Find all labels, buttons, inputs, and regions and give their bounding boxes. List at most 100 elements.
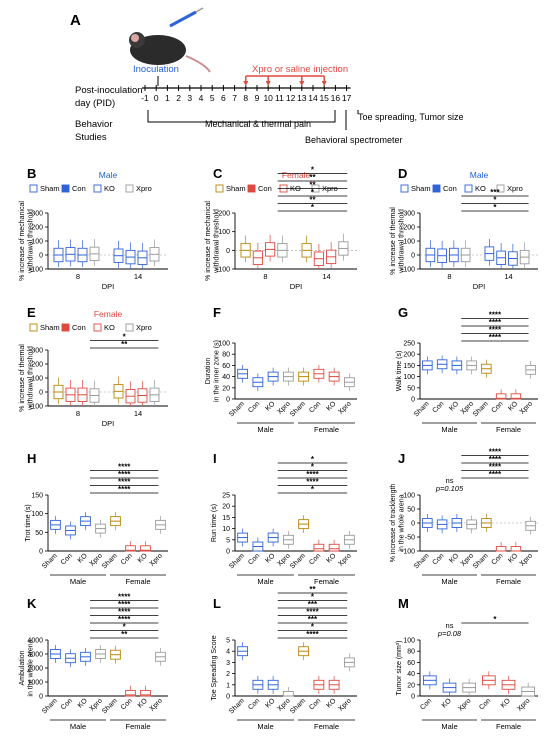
y-tick-label: -100 [29, 404, 43, 411]
y-axis-label: Ambulation in the whole arena [19, 639, 35, 696]
group-label-male: Male [70, 722, 86, 731]
legend-swatch [93, 184, 102, 193]
y-tick-label: 0 [411, 397, 415, 404]
panel-label: K [27, 596, 37, 611]
group-label-male: Male [70, 577, 86, 586]
x-tick-label: Xpro [516, 697, 531, 712]
y-tick-label: 60 [222, 363, 230, 370]
x-tick-label: Sham [101, 697, 119, 715]
x-tick-label: Sham [472, 552, 490, 570]
injection-arrows [243, 75, 327, 86]
group-label-female: Female [314, 577, 339, 586]
x-tick-label: Sham [41, 552, 59, 570]
y-axis-label: Walk time (s) [396, 351, 403, 392]
significance-label: *** [308, 600, 318, 609]
y-tick-label: 100 [218, 229, 230, 236]
timeline-panel: A Post-inoculation day (PID) Behavior St… [70, 7, 464, 145]
box [510, 546, 522, 552]
x-tick-label: Xpro [149, 552, 164, 567]
y-tick-label: 250 [403, 341, 415, 348]
inoculation-label: Inoculation [133, 64, 179, 75]
x-tick-label: Sham [413, 400, 431, 418]
significance-label: * [493, 203, 497, 212]
y-tick-label: 0 [39, 390, 43, 397]
box [495, 393, 507, 400]
group-label-female: Female [496, 722, 521, 731]
x-tick-label: 8 [263, 272, 267, 281]
group-label-female: Female [125, 722, 150, 731]
y-tick-label: 20 [407, 682, 415, 689]
significance-label: **** [489, 318, 502, 327]
panel-label-a: A [70, 12, 81, 29]
y-tick-label: 0 [226, 549, 230, 556]
timeline-day-label: 15 [319, 93, 329, 103]
significance-label: ns [446, 621, 454, 630]
injection-arrowhead [243, 81, 249, 86]
y-tick-label: 4000 [27, 638, 43, 645]
legend-swatch [29, 184, 38, 193]
x-tick-label: KO [325, 400, 337, 412]
group-label-male: Male [441, 722, 457, 731]
y-tick-label: -100 [29, 267, 43, 274]
x-tick-label: Con [247, 697, 261, 711]
y-axis-label: Trot time (s) [25, 504, 32, 541]
x-tick-label: Sham [228, 400, 246, 418]
chart-title: Female [94, 309, 123, 319]
legend-swatch [61, 184, 70, 193]
box [510, 393, 522, 400]
significance-label: ** [309, 181, 316, 190]
timeline-axis: -1 0 1 2 3 4 5 6 7 8 9 10 11 12 13 14 15 16 17 [141, 85, 352, 103]
significance-label: ** [309, 173, 316, 182]
y-tick-label: 80 [222, 352, 230, 359]
timeline-day-label: 8 [243, 93, 248, 103]
y-tick-label: 100 [403, 239, 415, 246]
significance-label: **** [489, 448, 502, 457]
y-tick-label: -100 [401, 267, 415, 274]
y-tick-label: 100 [218, 341, 230, 348]
x-axis-label: DPI [102, 419, 115, 428]
y-axis-label: Toe Spreading Score [211, 635, 218, 700]
significance-label: **** [118, 485, 131, 494]
y-tick-label: 1 [226, 682, 230, 689]
y-tick-label: 0 [226, 248, 230, 255]
injection-arrowhead [265, 81, 271, 86]
legend-swatch [125, 184, 134, 193]
significance-label: **** [489, 326, 502, 335]
significance-label: * [311, 593, 315, 602]
x-tick-label: Con [247, 552, 261, 566]
significance-label: **** [118, 463, 131, 472]
timeline-day-label: 0 [154, 93, 159, 103]
box [140, 545, 151, 552]
timeline-day-label: 5 [210, 93, 215, 103]
significance-label: * [123, 333, 127, 342]
y-tick-label: 100 [403, 493, 415, 500]
x-tick-label: Sham [289, 552, 307, 570]
y-tick-label: 1000 [27, 680, 43, 687]
y-axis-label: % increase of thermal withdrawal threshol… [19, 344, 35, 412]
significance-label: ** [121, 340, 128, 349]
significance-label: * [311, 623, 315, 632]
significance-label: **** [118, 608, 131, 617]
group-label-male: Male [441, 577, 457, 586]
significance-label: **** [489, 311, 502, 320]
significance-label: **** [118, 593, 131, 602]
y-tick-label: 50 [35, 530, 43, 537]
x-tick-label: KO [264, 697, 276, 709]
panel-label: L [213, 596, 221, 611]
legend-swatch [29, 323, 38, 332]
panel-label: C [213, 166, 223, 181]
box [313, 543, 325, 552]
x-tick-label: Con [491, 400, 505, 414]
y-tick-label: 100 [403, 374, 415, 381]
y-tick-label: 0 [411, 521, 415, 528]
chart-panel-j: J 100 50 0 -50 -100% increase of tracklength i… [390, 448, 538, 586]
y-tick-label: 10 [222, 526, 230, 533]
timeline-day-label: 7 [232, 93, 237, 103]
significance-label: **** [118, 615, 131, 624]
x-tick-label: Con [308, 697, 322, 711]
panel-label: H [27, 451, 36, 466]
y-tick-label: 0 [39, 694, 43, 701]
legend-label: Con [258, 184, 272, 193]
